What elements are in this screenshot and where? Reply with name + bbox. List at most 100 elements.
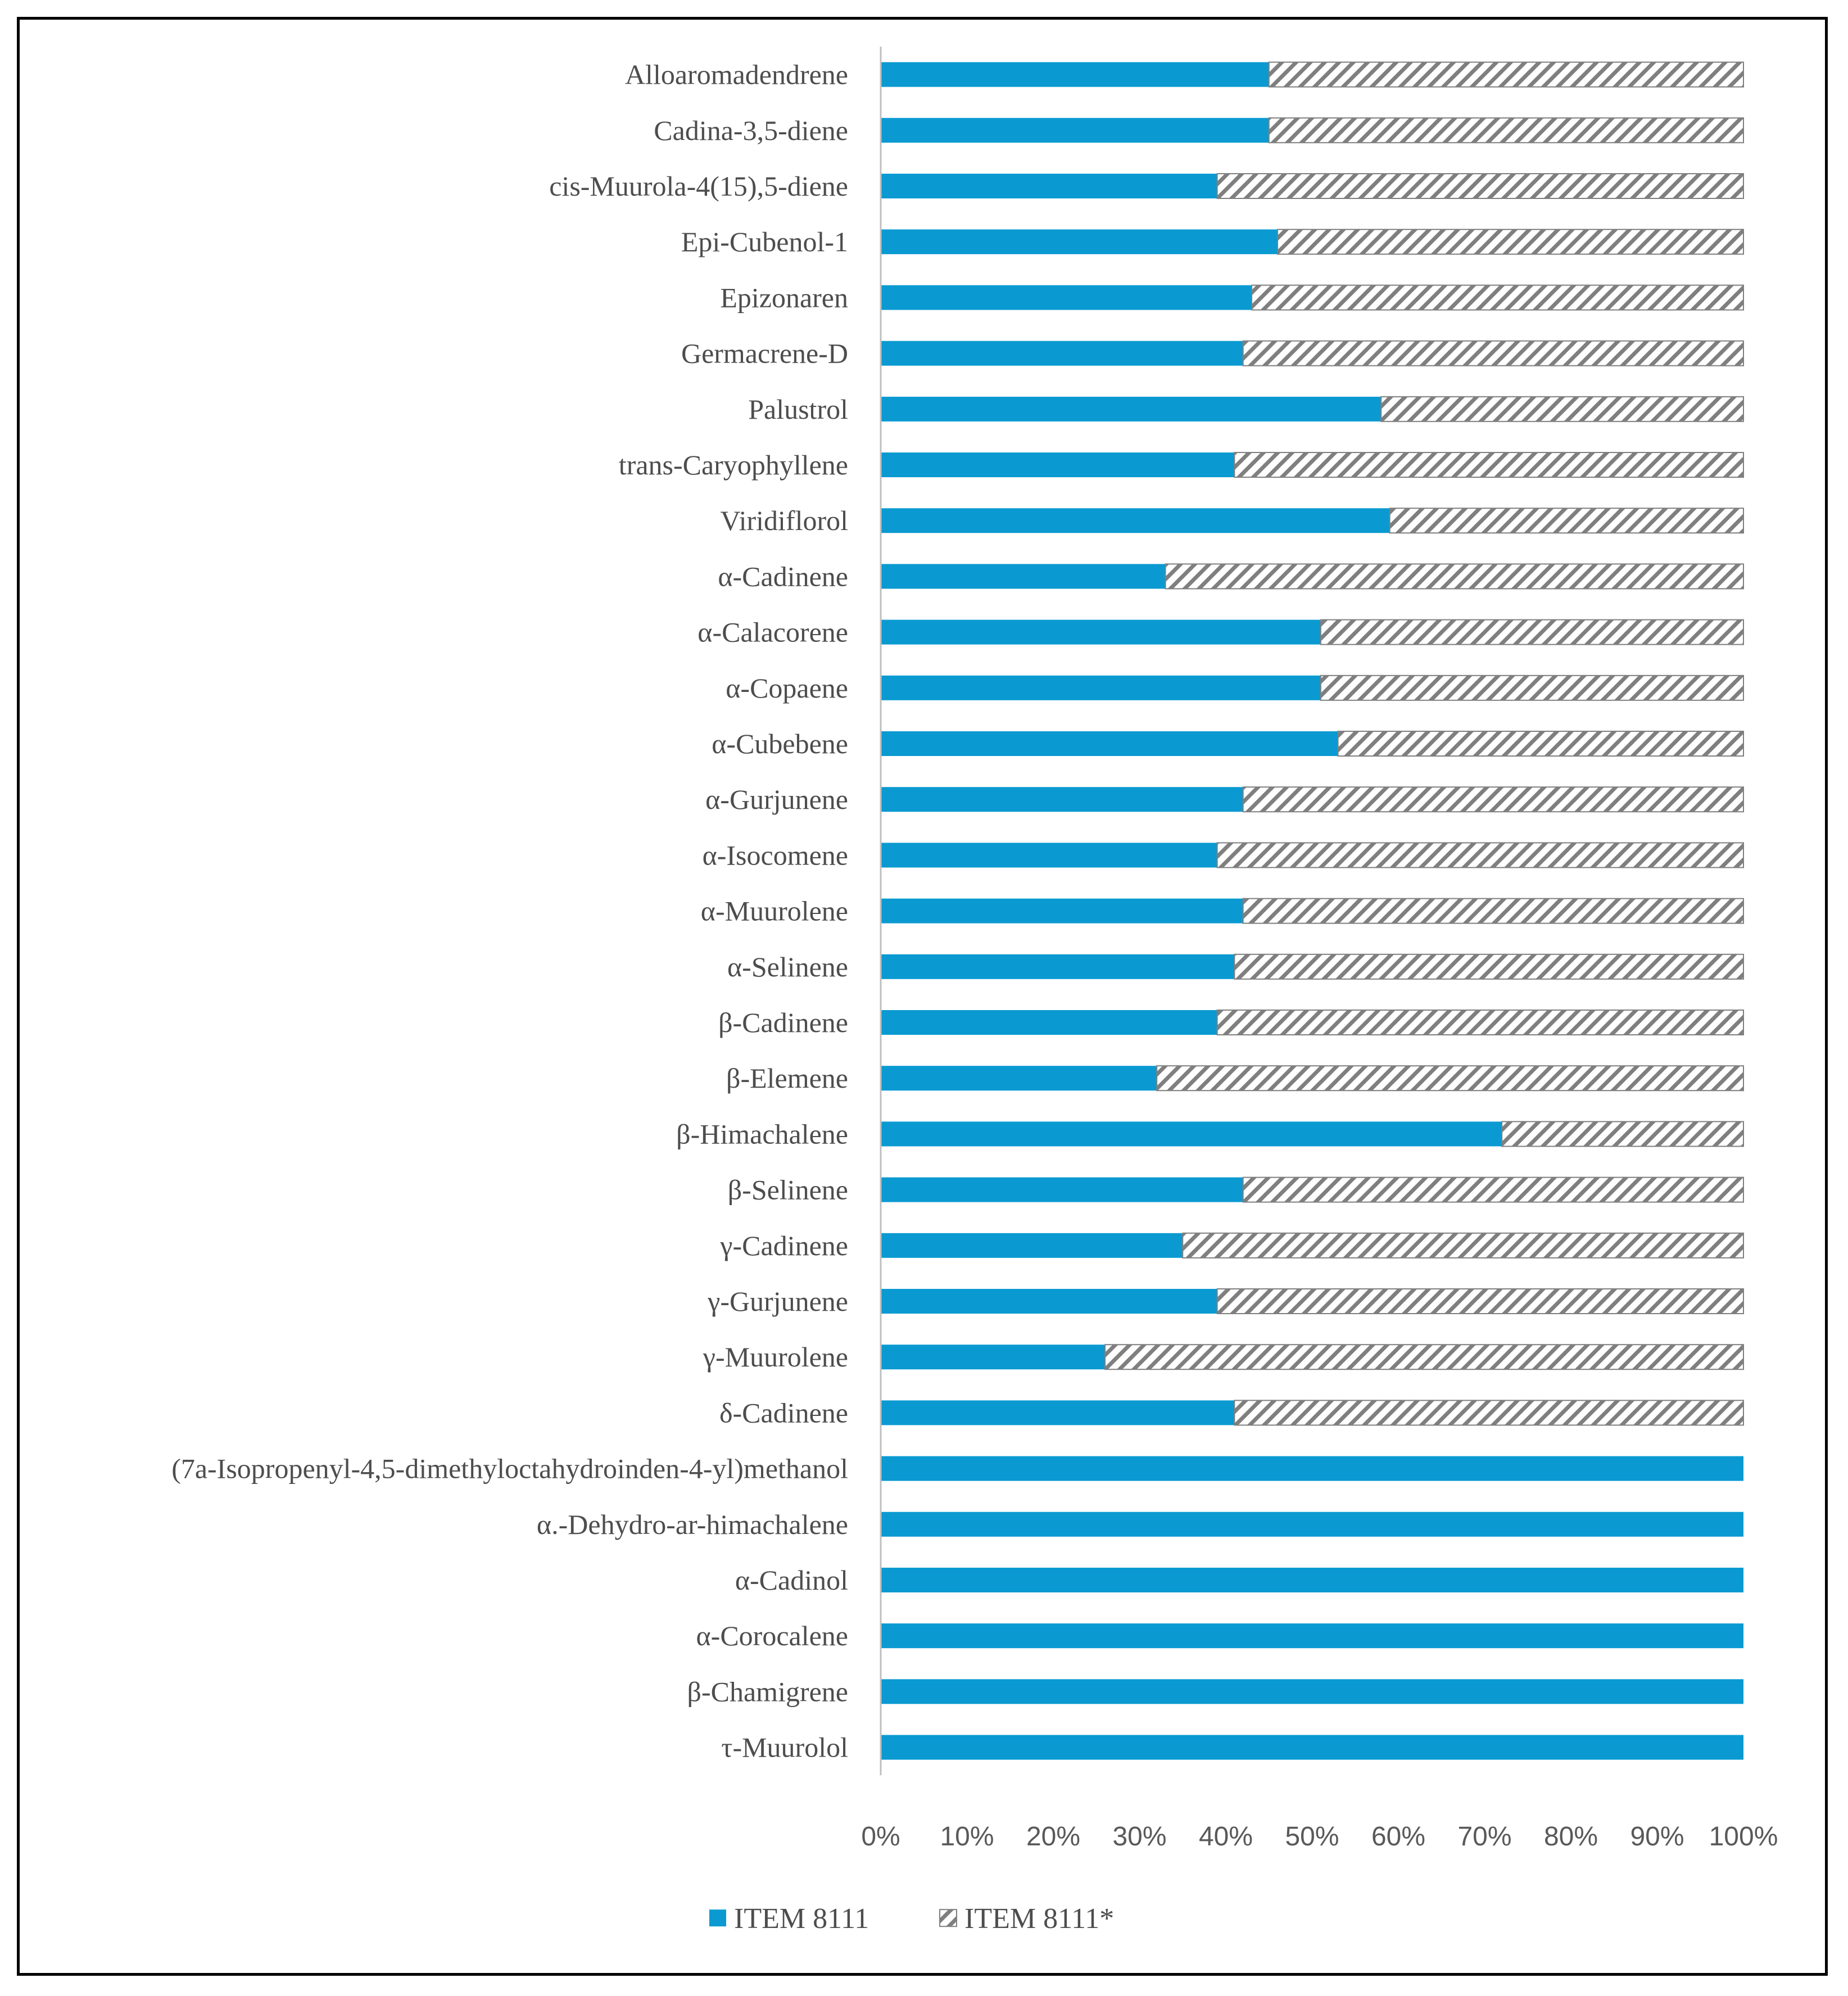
bar-item8111-19 bbox=[881, 1121, 1502, 1147]
bar-item8111-star-18 bbox=[1156, 1065, 1744, 1092]
bar-item8111-2 bbox=[881, 174, 1217, 198]
bar-item8111-star-3 bbox=[1277, 229, 1745, 255]
category-label-14: α-Isocomene bbox=[703, 839, 848, 871]
category-label-6: Palustrol bbox=[748, 393, 848, 425]
category-label-1: Cadina-3,5-diene bbox=[654, 115, 848, 146]
legend: ITEM 8111 ITEM 8111* bbox=[709, 1903, 1114, 1935]
category-label-20: β-Selinene bbox=[728, 1174, 848, 1206]
bar-item8111-star-12 bbox=[1337, 731, 1745, 757]
bar-item8111-25 bbox=[881, 1456, 1743, 1481]
category-label-16: α-Selinene bbox=[727, 951, 848, 983]
bar-item8111-11 bbox=[881, 675, 1321, 700]
bar-item8111-star-14 bbox=[1216, 842, 1744, 868]
category-labels: Alloaromadendrene Cadina-3,5-diene cis-Muu… bbox=[171, 59, 848, 1763]
bar-item8111-star-13 bbox=[1242, 786, 1744, 813]
category-label-30: τ-Muurolol bbox=[721, 1732, 848, 1763]
category-label-26: α.-Dehydro-ar-himachalene bbox=[537, 1509, 848, 1540]
bar-item8111-star-7 bbox=[1234, 452, 1745, 478]
bar-item8111-3 bbox=[881, 229, 1278, 255]
bar-item8111-star-22 bbox=[1216, 1288, 1744, 1314]
bar-item8111-14 bbox=[881, 843, 1217, 868]
bar-item8111-star-21 bbox=[1182, 1232, 1744, 1259]
bar-item8111-4 bbox=[881, 285, 1252, 310]
category-label-24: δ-Cadinene bbox=[719, 1397, 848, 1428]
category-label-2: cis-Muurola-4(15),5-diene bbox=[549, 170, 848, 202]
legend-swatch-item-8111 bbox=[939, 1909, 957, 1927]
bar-item8111-7 bbox=[881, 452, 1235, 477]
bar-item8111-star-5 bbox=[1242, 340, 1744, 366]
legend-swatch-item-8111 bbox=[709, 1909, 726, 1927]
x-tick-label-3: 30% bbox=[1112, 1822, 1166, 1852]
chart-frame: Alloaromadendrene Cadina-3,5-diene cis-Muu… bbox=[17, 17, 1828, 1976]
bar-item8111-star-2 bbox=[1216, 173, 1744, 199]
bar-item8111-star-9 bbox=[1165, 563, 1744, 590]
bar-item8111-20 bbox=[881, 1177, 1243, 1202]
bar-item8111-star-24 bbox=[1234, 1400, 1745, 1426]
bar-item8111-star-0 bbox=[1268, 61, 1744, 88]
stacked-bar-chart: Alloaromadendrene Cadina-3,5-diene cis-Muu… bbox=[171, 47, 1778, 1935]
x-tick-label-1: 10% bbox=[940, 1822, 994, 1852]
category-label-28: α-Corocalene bbox=[696, 1620, 848, 1651]
category-label-27: α-Cadinol bbox=[735, 1564, 848, 1596]
bar-item8111-star-6 bbox=[1380, 396, 1745, 422]
x-axis-ticks: 0% 10% 20% 30% 40% 50% 60% 70% 80% 90% 100% bbox=[861, 1822, 1778, 1852]
bar-item8111-star-8 bbox=[1389, 508, 1744, 534]
bar-item8111-0 bbox=[881, 62, 1269, 87]
category-label-3: Epi-Cubenol-1 bbox=[681, 226, 848, 257]
bar-item8111-28 bbox=[881, 1623, 1743, 1649]
legend-label-1: ITEM 8111* bbox=[964, 1903, 1114, 1935]
x-tick-label-9: 90% bbox=[1630, 1822, 1684, 1852]
bar-item8111-10 bbox=[881, 619, 1321, 645]
x-tick-label-6: 60% bbox=[1371, 1822, 1425, 1852]
bar-item8111-star-23 bbox=[1104, 1344, 1744, 1370]
bar-item8111-8 bbox=[881, 508, 1390, 533]
bar-item8111-star-4 bbox=[1251, 284, 1745, 311]
bar-item8111-star-20 bbox=[1242, 1176, 1744, 1203]
bar-item8111-6 bbox=[881, 396, 1382, 422]
bars-group bbox=[881, 61, 1745, 1760]
category-label-21: γ-Cadinene bbox=[719, 1230, 848, 1261]
bar-item8111-star-1 bbox=[1268, 117, 1744, 143]
bar-item8111-24 bbox=[881, 1400, 1235, 1425]
bar-item8111-26 bbox=[881, 1511, 1743, 1537]
x-tick-label-2: 20% bbox=[1026, 1822, 1080, 1852]
x-tick-label-5: 50% bbox=[1285, 1822, 1339, 1852]
bar-item8111-9 bbox=[881, 564, 1166, 589]
category-label-18: β-Elemene bbox=[726, 1062, 848, 1094]
category-label-17: β-Cadinene bbox=[718, 1007, 848, 1038]
category-label-5: Germacrene-D bbox=[681, 338, 848, 369]
x-tick-label-7: 70% bbox=[1457, 1822, 1511, 1852]
category-label-29: β-Chamigrene bbox=[687, 1676, 848, 1707]
bar-item8111-29 bbox=[881, 1679, 1743, 1704]
bar-item8111-13 bbox=[881, 787, 1243, 812]
category-label-10: α-Calacorene bbox=[697, 617, 848, 648]
bar-item8111-star-10 bbox=[1320, 619, 1745, 645]
bar-item8111-1 bbox=[881, 117, 1269, 143]
category-label-19: β-Himachalene bbox=[676, 1118, 848, 1149]
category-label-4: Epizonaren bbox=[720, 282, 848, 313]
category-label-11: α-Copaene bbox=[726, 672, 848, 704]
bar-item8111-star-16 bbox=[1234, 953, 1745, 980]
x-tick-label-8: 80% bbox=[1544, 1822, 1598, 1852]
bar-item8111-23 bbox=[881, 1345, 1106, 1370]
category-label-8: Viridiflorol bbox=[720, 505, 848, 536]
bar-item8111-star-17 bbox=[1216, 1010, 1744, 1035]
category-label-12: α-Cubebene bbox=[712, 728, 848, 759]
category-label-0: Alloaromadendrene bbox=[625, 59, 848, 90]
bar-item8111-star-11 bbox=[1320, 675, 1745, 701]
bar-item8111-22 bbox=[881, 1289, 1217, 1314]
bar-item8111-15 bbox=[881, 898, 1243, 924]
category-label-7: trans-Caryophyllene bbox=[619, 449, 848, 481]
bar-item8111-16 bbox=[881, 954, 1235, 979]
x-tick-label-10: 100% bbox=[1709, 1822, 1778, 1852]
x-tick-label-4: 40% bbox=[1199, 1822, 1253, 1852]
bar-item8111-star-15 bbox=[1242, 898, 1744, 924]
legend-label-0: ITEM 8111 bbox=[734, 1903, 869, 1935]
category-label-22: γ-Gurjunene bbox=[707, 1286, 848, 1317]
bar-item8111-17 bbox=[881, 1010, 1217, 1035]
category-label-23: γ-Muurolene bbox=[703, 1341, 848, 1373]
bar-item8111-30 bbox=[881, 1735, 1743, 1760]
x-tick-label-0: 0% bbox=[861, 1822, 900, 1852]
category-label-13: α-Gurjunene bbox=[705, 784, 848, 815]
bar-item8111-21 bbox=[881, 1233, 1183, 1258]
